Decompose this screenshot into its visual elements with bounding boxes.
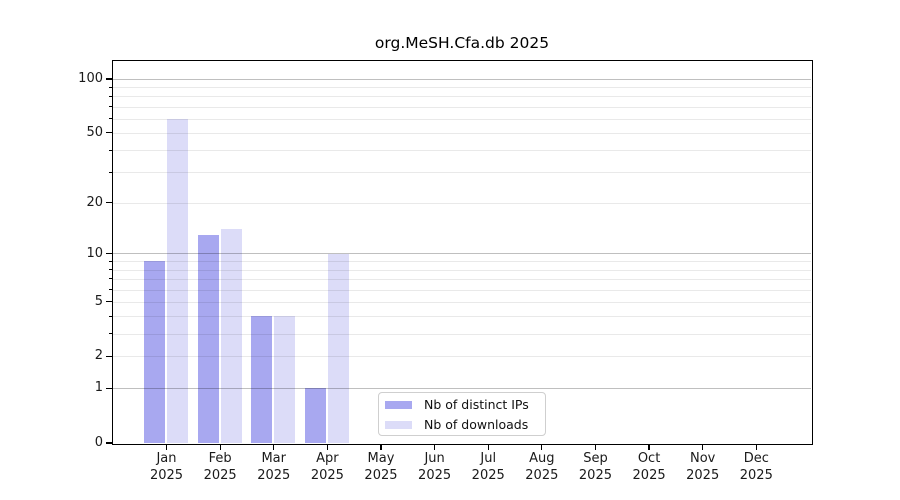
gridline-minor bbox=[113, 356, 811, 358]
gridline-minor bbox=[113, 87, 811, 89]
x-tick-label: Apr 2025 bbox=[310, 451, 344, 483]
x-tick-label: Dec 2025 bbox=[739, 451, 773, 483]
bar-distinct-ips bbox=[251, 316, 273, 443]
y-tick-mark-minor bbox=[109, 315, 113, 317]
bar-downloads bbox=[220, 229, 242, 443]
x-tick-mark bbox=[648, 444, 650, 450]
y-tick-mark-minor bbox=[109, 95, 113, 97]
y-tick-mark bbox=[106, 301, 113, 303]
y-tick-mark-minor bbox=[109, 171, 113, 173]
y-tick-label: 20 bbox=[86, 194, 103, 210]
x-tick-mark bbox=[434, 444, 436, 450]
bar-distinct-ips bbox=[197, 234, 219, 443]
y-tick-mark-minor bbox=[109, 269, 113, 271]
gridline-minor bbox=[113, 118, 811, 120]
x-tick-mark bbox=[487, 444, 489, 450]
gridline-minor bbox=[113, 202, 811, 204]
x-tick-label: Aug 2025 bbox=[525, 451, 559, 483]
y-tick-mark-minor bbox=[109, 149, 113, 151]
y-tick-mark bbox=[106, 253, 113, 255]
y-tick-mark-minor bbox=[109, 260, 113, 262]
x-tick-mark bbox=[273, 444, 275, 450]
y-tick-label: 100 bbox=[78, 71, 103, 86]
x-tick-mark bbox=[380, 444, 382, 450]
x-tick-label: Jan 2025 bbox=[149, 451, 184, 483]
x-tick-mark bbox=[702, 444, 704, 450]
x-tick-label: Jul 2025 bbox=[471, 451, 505, 483]
bar-distinct-ips bbox=[304, 388, 326, 443]
y-tick-mark-minor bbox=[109, 106, 113, 108]
gridline-minor bbox=[113, 278, 811, 280]
y-tick-label: 10 bbox=[86, 245, 103, 261]
y-tick-mark bbox=[106, 202, 113, 204]
legend-label: Nb of downloads bbox=[424, 417, 529, 432]
bar-distinct-ips bbox=[144, 261, 165, 443]
legend-label: Nb of distinct IPs bbox=[424, 397, 529, 412]
gridline-major bbox=[113, 253, 811, 255]
y-tick-label: 2 bbox=[94, 348, 103, 364]
gridline-minor bbox=[113, 333, 811, 335]
x-tick-label: Feb 2025 bbox=[203, 451, 237, 483]
gridline-minor bbox=[113, 316, 811, 318]
x-tick-label: Jun 2025 bbox=[418, 451, 452, 483]
chart-title: org.MeSH.Cfa.db 2025 bbox=[374, 34, 550, 52]
gridline-minor bbox=[113, 172, 811, 174]
y-tick-label: 0 bbox=[94, 435, 103, 450]
x-tick-label: Mar 2025 bbox=[257, 451, 291, 483]
gridline-major bbox=[113, 78, 811, 80]
legend-swatch-distinct-ips bbox=[385, 400, 412, 409]
y-tick-mark-minor bbox=[109, 289, 113, 291]
y-tick-label: 50 bbox=[86, 124, 103, 140]
x-tick-mark bbox=[326, 444, 328, 450]
x-tick-mark bbox=[165, 444, 168, 450]
gridline-minor bbox=[113, 261, 811, 263]
y-tick-mark bbox=[106, 387, 113, 389]
bar-downloads bbox=[327, 253, 349, 443]
gridline-minor bbox=[113, 132, 811, 134]
y-tick-label: 1 bbox=[94, 380, 103, 396]
gridline-minor bbox=[113, 150, 811, 152]
x-tick-mark bbox=[594, 444, 597, 450]
x-tick-label: Oct 2025 bbox=[632, 451, 666, 483]
bar-downloads bbox=[167, 118, 188, 443]
y-tick-mark bbox=[106, 355, 113, 357]
legend-swatch-downloads bbox=[385, 420, 412, 429]
x-tick-label: Sep 2025 bbox=[578, 451, 612, 483]
gridline-minor bbox=[113, 301, 811, 303]
x-tick-mark bbox=[755, 444, 757, 450]
x-tick-label: May 2025 bbox=[364, 451, 398, 483]
gridline-minor bbox=[113, 106, 811, 108]
bar-downloads bbox=[274, 316, 296, 443]
y-tick-label: 5 bbox=[94, 293, 103, 309]
gridline-minor bbox=[113, 269, 811, 271]
y-tick-mark-minor bbox=[109, 333, 113, 335]
x-tick-label: Nov 2025 bbox=[686, 451, 720, 483]
y-tick-mark bbox=[106, 132, 113, 134]
y-tick-mark bbox=[106, 78, 113, 80]
x-tick-mark bbox=[219, 444, 221, 450]
y-tick-mark-minor bbox=[109, 278, 113, 280]
x-tick-mark bbox=[541, 444, 543, 450]
gridline-minor bbox=[113, 289, 811, 291]
y-tick-mark bbox=[106, 442, 113, 444]
gridline-minor bbox=[113, 96, 811, 98]
gridline-major bbox=[113, 387, 811, 389]
y-tick-mark-minor bbox=[109, 118, 113, 120]
y-tick-mark-minor bbox=[109, 86, 113, 88]
